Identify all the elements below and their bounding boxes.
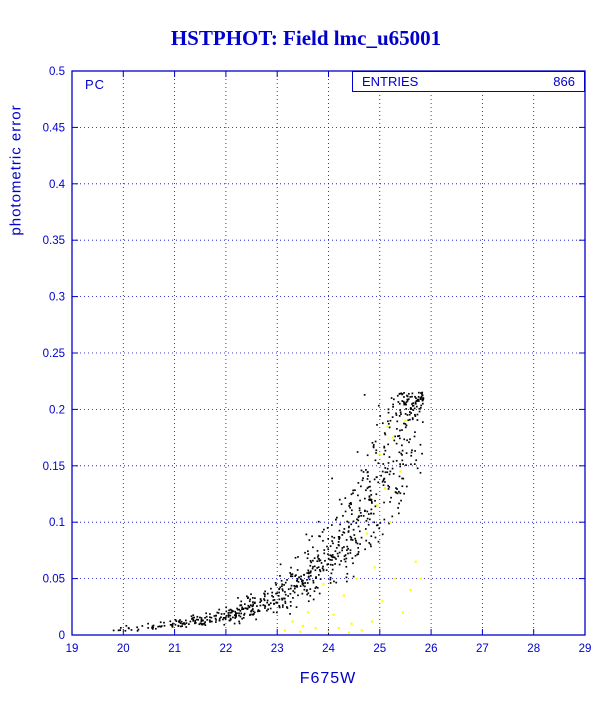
y-tick-label: 0.1: [49, 517, 65, 529]
detector-label: PC: [85, 77, 106, 92]
entries-label: ENTRIES: [362, 74, 419, 89]
y-tick-label: 0.15: [43, 461, 65, 473]
y-tick-label: 0.45: [43, 122, 65, 134]
x-tick-label: 24: [322, 643, 335, 655]
y-tick-label: 0: [59, 630, 65, 642]
y-tick-label: 0.25: [43, 348, 65, 360]
x-tick-label: 26: [425, 643, 438, 655]
x-tick-label: 28: [527, 643, 540, 655]
x-tick-label: 21: [168, 643, 181, 655]
x-tick-label: 22: [220, 643, 233, 655]
x-tick-label: 19: [66, 643, 79, 655]
y-tick-label: 0.4: [49, 179, 66, 191]
entries-value: 866: [553, 74, 575, 89]
x-tick-label: 20: [117, 643, 130, 655]
x-tick-label: 23: [271, 643, 284, 655]
page-title: HSTPHOT: Field lmc_u65001: [170, 26, 442, 50]
x-tick-label: 29: [579, 643, 592, 655]
y-tick-label: 0.2: [49, 404, 65, 416]
x-axis-label: F675W: [299, 670, 357, 687]
y-tick-label: 0.35: [43, 235, 65, 247]
y-tick-label: 0.05: [43, 574, 65, 586]
x-tick-label: 25: [373, 643, 386, 655]
y-axis-label: photometric error: [7, 104, 25, 236]
y-tick-label: 0.3: [49, 292, 65, 304]
y-tick-label: 0.5: [49, 66, 65, 78]
x-tick-label: 27: [476, 643, 489, 655]
entries-box: ENTRIES 866: [352, 71, 585, 92]
